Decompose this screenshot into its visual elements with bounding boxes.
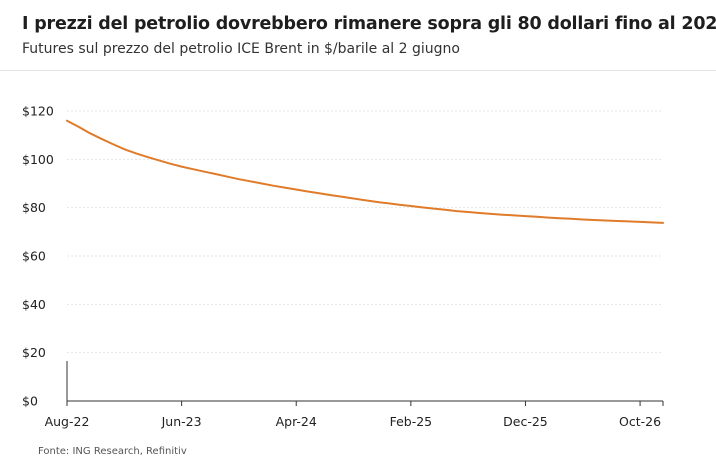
y-tick-label: $100 bbox=[22, 152, 54, 167]
y-axis-labels: $0 $20 $40 $60 $80 $100 $120 bbox=[22, 104, 54, 409]
x-tick-label: Aug-22 bbox=[45, 414, 90, 429]
chart-subtitle: Futures sul prezzo del petrolio ICE Bren… bbox=[22, 41, 460, 57]
x-tick-label: Dec-25 bbox=[503, 414, 548, 429]
series-line bbox=[66, 119, 664, 224]
x-axis bbox=[66, 361, 664, 406]
y-tick-label: $20 bbox=[22, 345, 46, 360]
y-tick-label: $80 bbox=[22, 200, 46, 215]
chart-title: I prezzi del petrolio dovrebbero rimaner… bbox=[22, 14, 716, 34]
header-divider bbox=[0, 70, 716, 71]
x-tick-label: Oct-26 bbox=[619, 414, 661, 429]
series-layer bbox=[66, 119, 664, 224]
grid-lines bbox=[67, 110, 663, 354]
x-axis-labels: Aug-22 Jun-23 Apr-24 Feb-25 Dec-25 Oct-26 bbox=[45, 414, 662, 429]
y-tick-label: $60 bbox=[22, 249, 46, 264]
source-note: Fonte: ING Research, Refinitiv bbox=[38, 446, 187, 457]
y-tick-label: $120 bbox=[22, 104, 54, 119]
x-tick-label: Jun-23 bbox=[161, 414, 202, 429]
x-tick-label: Apr-24 bbox=[276, 414, 317, 429]
y-tick-label: $40 bbox=[22, 297, 46, 312]
x-tick-label: Feb-25 bbox=[390, 414, 433, 429]
y-tick-label: $0 bbox=[22, 394, 38, 409]
